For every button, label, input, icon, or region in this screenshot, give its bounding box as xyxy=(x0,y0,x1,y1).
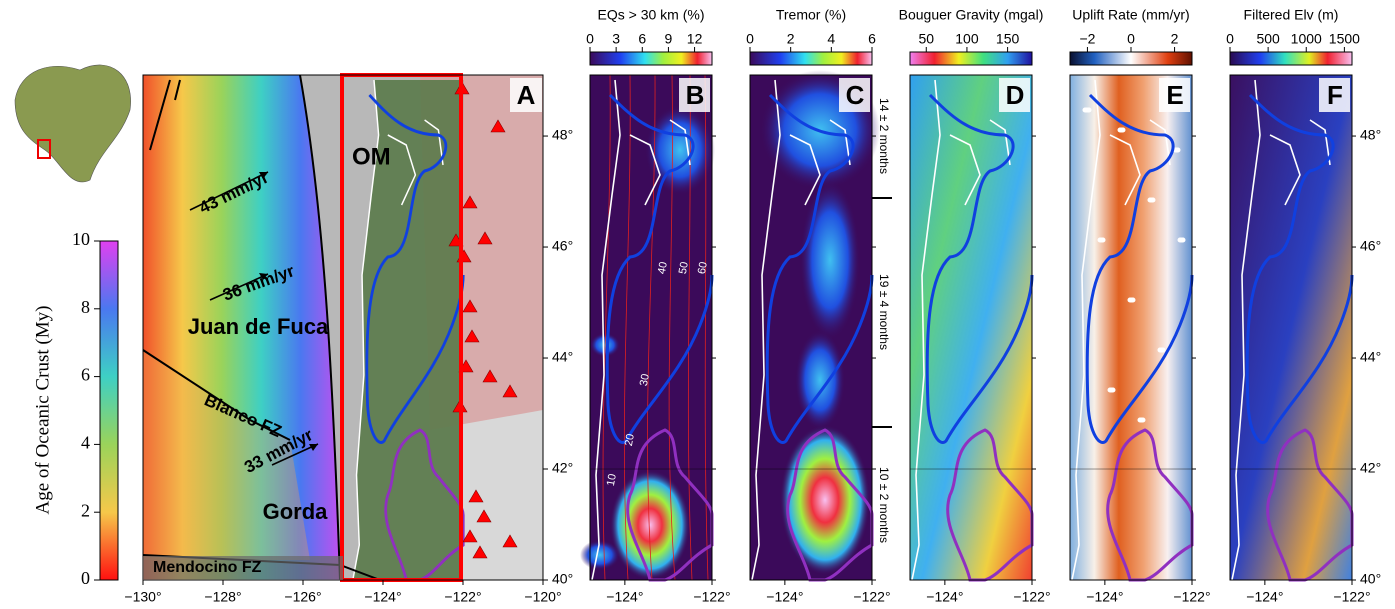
colorbar-tick-label: 0 xyxy=(81,568,90,588)
x-tick-label: −124° xyxy=(1246,589,1283,605)
colorbar xyxy=(910,52,1032,65)
recurrence-label: 14 ± 2 months xyxy=(877,98,891,174)
y-tick-label: 42° xyxy=(1360,460,1381,476)
age-colorbar xyxy=(100,241,118,580)
colorbar-tick-label: −2 xyxy=(1079,31,1095,47)
colorbar-tick-label: 50 xyxy=(918,31,934,47)
colorbar-tick-label: 9 xyxy=(665,31,673,47)
x-tick-label: −122° xyxy=(1013,589,1050,605)
colorbar-tick-label: 150 xyxy=(996,31,1020,47)
panel-label: B xyxy=(686,80,705,110)
colorbar-title: Tremor (%) xyxy=(776,7,846,23)
x-tick-label: −122° xyxy=(1333,589,1370,605)
panel-label: A xyxy=(517,80,536,110)
colorbar-tick-label: 0 xyxy=(746,31,754,47)
colorbar-tick-label: 10 xyxy=(72,229,90,249)
colorbar-tick-label: 4 xyxy=(827,31,835,47)
colorbar xyxy=(1230,52,1352,65)
x-tick-label: −130° xyxy=(124,589,161,605)
colorbar-tick-label: 0 xyxy=(586,31,594,47)
colorbar-tick-label: 0 xyxy=(1226,31,1234,47)
colorbar-tick-label: 2 xyxy=(81,500,90,520)
colorbar-tick-label: 6 xyxy=(868,31,876,47)
colorbar-tick-label: 1000 xyxy=(1291,31,1322,47)
inset-map xyxy=(15,65,131,182)
colorbar-title: Bouguer Gravity (mgal) xyxy=(899,7,1044,23)
y-tick-label: 46° xyxy=(552,238,573,254)
contour-label: 10 xyxy=(605,473,619,487)
y-tick-label: 42° xyxy=(552,460,573,476)
colorbar-tick-label: 2 xyxy=(787,31,795,47)
colorbar xyxy=(590,52,712,65)
contour-label: 50 xyxy=(677,261,691,275)
y-tick-label: 40° xyxy=(1360,571,1381,587)
annotation: Mendocino FZ xyxy=(153,559,262,576)
x-tick-label: −122° xyxy=(444,589,481,605)
colorbar-tick-label: 4 xyxy=(81,433,90,453)
x-tick-label: −124° xyxy=(606,589,643,605)
colorbar-title: EQs > 30 km (%) xyxy=(598,7,705,23)
panel-label: C xyxy=(846,80,865,110)
contour-label: 30 xyxy=(638,373,652,387)
x-tick-label: −120° xyxy=(524,589,561,605)
colorbar-tick-label: 0 xyxy=(1127,31,1135,47)
annotation: OM xyxy=(352,143,391,170)
annotation: Gorda xyxy=(263,499,329,524)
contour-label: 20 xyxy=(623,433,637,447)
colorbar-tick-label: 6 xyxy=(638,31,646,47)
recurrence-label: 19 ± 4 months xyxy=(877,274,891,350)
x-tick-label: −128° xyxy=(204,589,241,605)
colorbar-tick-label: 100 xyxy=(955,31,979,47)
colorbar-tick-label: 1500 xyxy=(1329,31,1360,47)
colorbar-tick-label: 2 xyxy=(1171,31,1179,47)
y-tick-label: 46° xyxy=(1360,238,1381,254)
x-tick-label: −122° xyxy=(1173,589,1210,605)
x-tick-label: −124° xyxy=(926,589,963,605)
y-tick-label: 48° xyxy=(552,127,573,143)
colorbar-tick-label: 3 xyxy=(612,31,620,47)
x-tick-label: −124° xyxy=(766,589,803,605)
contour-label: 60 xyxy=(696,261,710,275)
panel-label: E xyxy=(1166,80,1183,110)
annotation: Juan de Fuca xyxy=(188,314,329,339)
figure: Age of Oceanic Crust (My) 43 mm/yr 36 mm… xyxy=(0,0,1395,609)
colorbar xyxy=(1070,52,1192,65)
y-tick-label: 44° xyxy=(552,349,573,365)
x-tick-label: −122° xyxy=(693,589,730,605)
panel-label: F xyxy=(1327,80,1343,110)
colorbar-title: Age of Oceanic Crust (My) xyxy=(32,306,53,515)
x-tick-label: −122° xyxy=(853,589,890,605)
x-tick-label: −124° xyxy=(364,589,401,605)
colorbar-title: Filtered Elv (m) xyxy=(1244,7,1339,23)
y-tick-label: 40° xyxy=(552,571,573,587)
panel-label: D xyxy=(1006,80,1025,110)
y-tick-label: 48° xyxy=(1360,127,1381,143)
x-tick-label: −126° xyxy=(284,589,321,605)
y-tick-label: 44° xyxy=(1360,349,1381,365)
colorbar-tick-label: 12 xyxy=(687,31,703,47)
contour-label: 40 xyxy=(656,261,670,275)
colorbar-tick-label: 8 xyxy=(81,297,90,317)
colorbar-tick-label: 500 xyxy=(1256,31,1280,47)
map-b xyxy=(580,75,715,580)
x-tick-label: −124° xyxy=(1086,589,1123,605)
colorbar xyxy=(750,52,872,65)
colorbar-tick-label: 6 xyxy=(81,365,90,385)
recurrence-label: 10 ± 2 months xyxy=(877,467,891,543)
colorbar-title: Uplift Rate (mm/yr) xyxy=(1072,7,1189,23)
